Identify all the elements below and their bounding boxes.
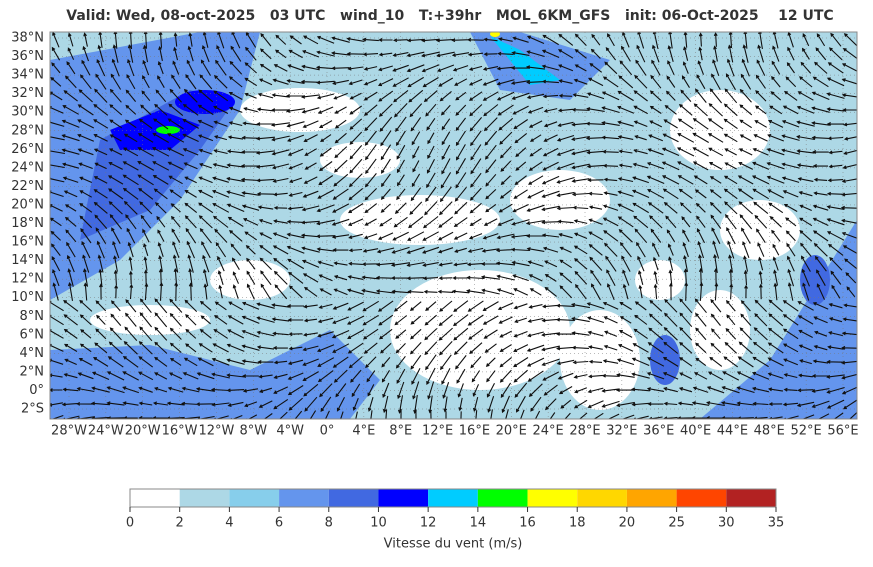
colorbar-tick-label: 10 xyxy=(370,516,387,531)
colorbar-tick-label: 20 xyxy=(619,516,636,531)
lat-label: 18°N xyxy=(11,216,44,231)
colorbar-tick-label: 4 xyxy=(225,516,233,531)
colorbar: 0 2 4 6 8 10 12 14 16 18 20 25 30 35 xyxy=(126,488,785,531)
lat-label: 32°N xyxy=(11,86,44,101)
lat-label: 22°N xyxy=(11,179,44,194)
lat-label: 14°N xyxy=(11,253,44,268)
lat-label: 26°N xyxy=(11,142,44,157)
lat-label: 38°N xyxy=(11,31,44,46)
lat-label: 12°N xyxy=(11,272,44,287)
colorbar-box xyxy=(626,489,677,507)
lon-label: 52°E xyxy=(791,424,822,439)
colorbar-tick-label: 8 xyxy=(325,516,333,531)
lon-label: 8°W xyxy=(239,424,267,439)
colorbar-tick-label: 0 xyxy=(126,516,134,531)
lat-label: 0° xyxy=(29,383,44,398)
calm-areas xyxy=(90,88,800,410)
colorbar-box xyxy=(229,489,280,507)
colorbar-box xyxy=(179,489,230,507)
lon-label: 40°E xyxy=(680,424,711,439)
lon-label: 8°E xyxy=(389,424,412,439)
lon-label: 16°E xyxy=(459,424,490,439)
wind-field xyxy=(50,32,857,419)
colorbar-tick-label: 2 xyxy=(176,516,184,531)
lon-label: 4°W xyxy=(276,424,304,439)
lon-label: 12°E xyxy=(422,424,453,439)
lat-label: 28°N xyxy=(11,123,44,138)
colorbar-tick-label: 12 xyxy=(420,516,437,531)
lon-label: 24°W xyxy=(88,424,124,439)
colorbar-tick-label: 35 xyxy=(768,516,785,531)
lat-label: 16°N xyxy=(11,235,44,250)
lat-label: 36°N xyxy=(11,49,44,64)
lat-label: 24°N xyxy=(11,160,44,175)
colorbar-tick-label: 14 xyxy=(470,516,487,531)
lon-label: 44°E xyxy=(717,424,748,439)
wind-arrows xyxy=(50,32,857,419)
lon-label: 12°W xyxy=(198,424,234,439)
lat-label: 20°N xyxy=(11,197,44,212)
colorbar-box xyxy=(577,489,627,507)
lon-label: 20°W xyxy=(125,424,161,439)
lon-label: 48°E xyxy=(754,424,785,439)
lat-label: 2°S xyxy=(21,402,44,417)
lon-label: 28°W xyxy=(51,424,87,439)
colorbar-box xyxy=(527,489,578,507)
colorbar-tick-label: 25 xyxy=(668,516,685,531)
lon-label: 36°E xyxy=(643,424,674,439)
colorbar-tick-label: 30 xyxy=(718,516,735,531)
colorbar-box xyxy=(328,489,379,507)
colorbar-box xyxy=(726,489,776,507)
colorbar-label: Vitesse du vent (m/s) xyxy=(384,537,523,552)
lon-label: 0° xyxy=(320,424,335,439)
colorbar-box xyxy=(279,489,329,507)
lat-label: 34°N xyxy=(11,68,44,83)
lon-label: 28°E xyxy=(569,424,600,439)
lon-label: 56°E xyxy=(827,424,858,439)
colorbar-box xyxy=(378,489,429,507)
colorbar-box xyxy=(130,489,180,507)
colorbar-box xyxy=(477,489,528,507)
colorbar-tick-label: 18 xyxy=(569,516,586,531)
title: Valid: Wed, 08-oct-2025 03 UTC wind_10 T… xyxy=(66,8,833,24)
lon-label: 16°W xyxy=(162,424,198,439)
colorbar-tick-label: 16 xyxy=(519,516,536,531)
lat-label: 2°N xyxy=(20,364,45,379)
lat-label: 6°N xyxy=(20,327,45,342)
lat-label: 8°N xyxy=(20,309,45,324)
lat-label: 30°N xyxy=(11,105,44,120)
colorbar-frame xyxy=(129,488,777,508)
colorbar-tick-label: 6 xyxy=(275,516,283,531)
lon-label: 20°E xyxy=(496,424,527,439)
map-frame xyxy=(49,31,858,420)
lat-label: 10°N xyxy=(11,290,44,305)
lon-label: 24°E xyxy=(533,424,564,439)
colorbar-box xyxy=(428,489,478,507)
colorbar-box xyxy=(676,489,727,507)
lat-label: 4°N xyxy=(20,346,45,361)
lon-label: 32°E xyxy=(606,424,637,439)
lon-label: 4°E xyxy=(352,424,375,439)
